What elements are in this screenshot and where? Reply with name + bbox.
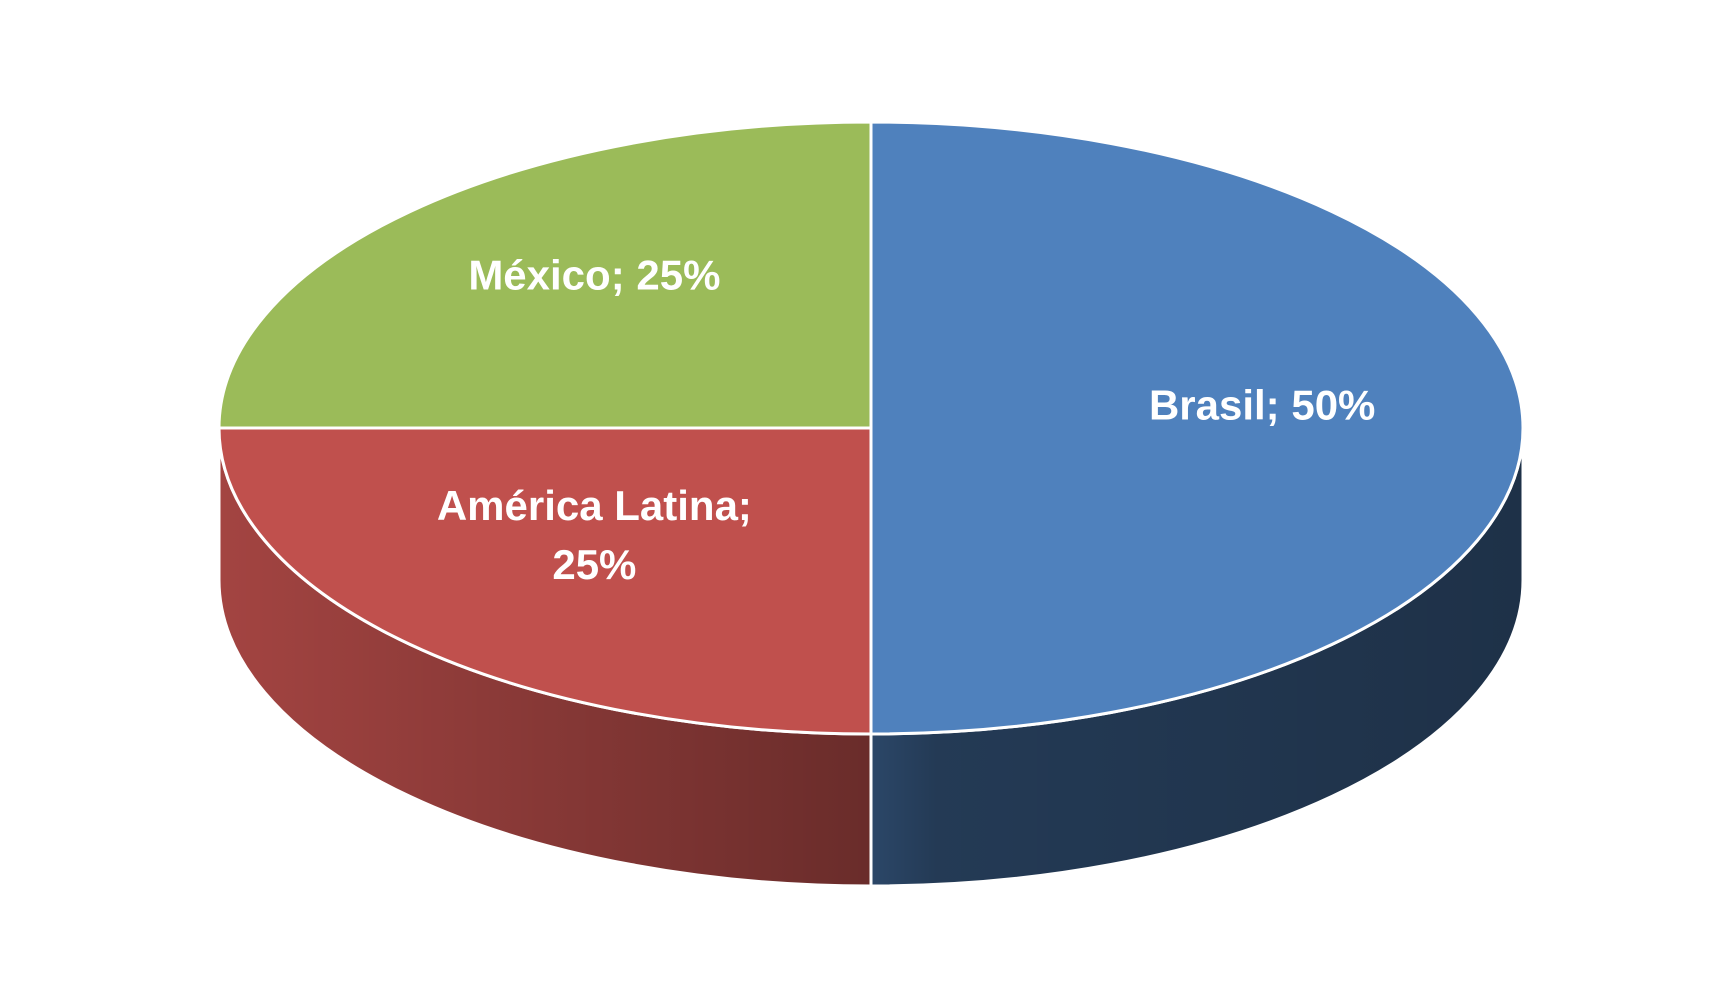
slice <box>217 426 873 736</box>
data-label: Brasil; 50% <box>1148 381 1376 429</box>
data-label: América Latina; 25% <box>436 482 752 588</box>
slice <box>869 120 1525 736</box>
data-label: México; 25% <box>468 251 721 299</box>
slice <box>217 120 873 430</box>
